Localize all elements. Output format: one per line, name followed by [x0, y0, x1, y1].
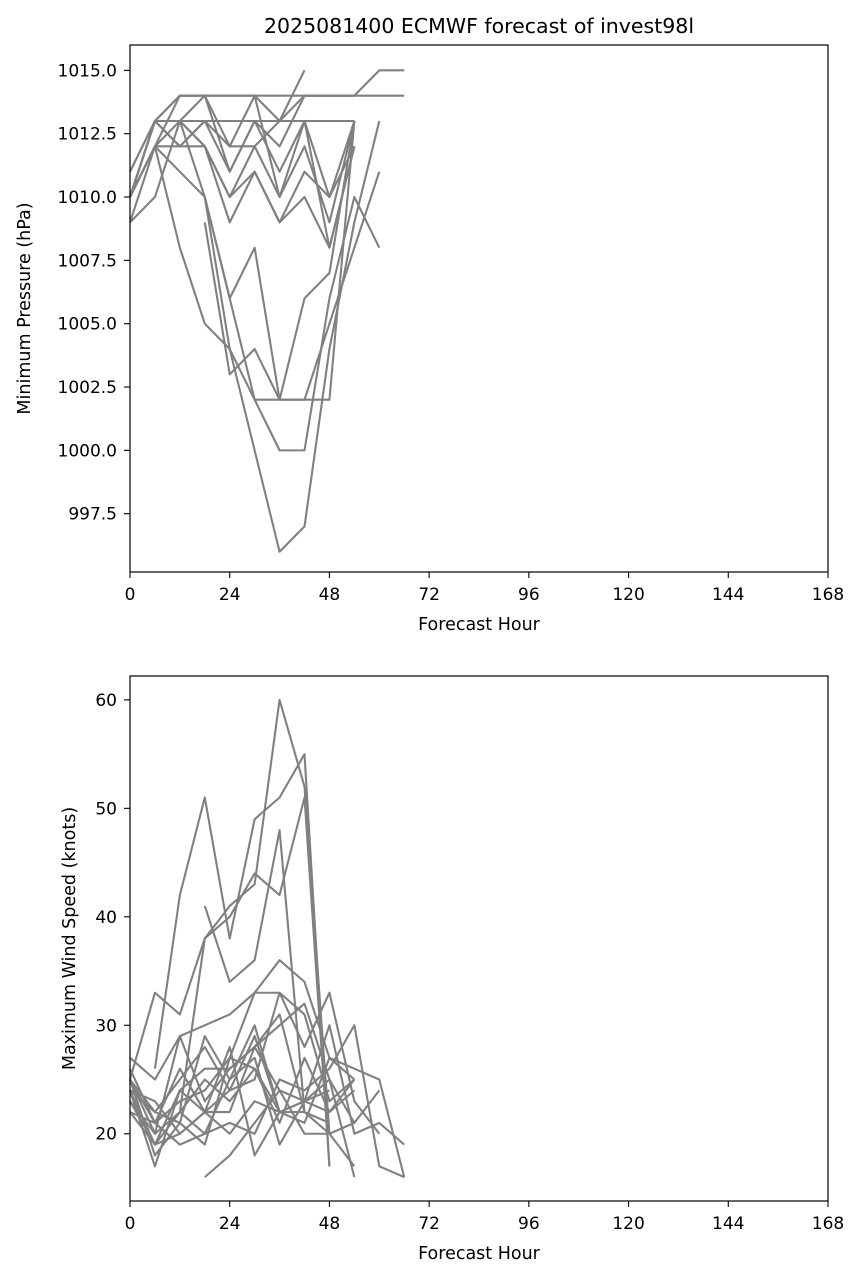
wind-series-line [153, 753, 331, 1167]
wind-series-line [129, 1067, 355, 1135]
y-axis-label: Minimum Pressure (hPa) [15, 202, 35, 414]
y-tick-label: 30 [95, 1016, 117, 1036]
wind-series-line [129, 1024, 405, 1146]
wind-series-line [129, 1045, 356, 1167]
wind-series-line [179, 1067, 330, 1114]
y-tick-label: 997.5 [68, 505, 117, 525]
y-tick-label: 1015.0 [58, 61, 117, 81]
y-tick-label: 50 [95, 799, 117, 819]
y-tick-label: 1002.5 [58, 378, 117, 398]
y-axis-label: Maximum Wind Speed (knots) [60, 807, 80, 1070]
y-tick-label: 1000.0 [58, 441, 117, 461]
x-tick-label: 24 [219, 585, 241, 605]
x-axis-label: Forecast Hour [418, 615, 541, 635]
x-tick-label: 24 [219, 1214, 241, 1234]
wind-series-line [129, 1056, 356, 1157]
pressure-panel: 2025081400 ECMWF forecast of invest98l 0… [15, 14, 844, 635]
y-tick-label: 20 [95, 1125, 117, 1145]
x-tick-label: 168 [812, 1214, 844, 1234]
wind-series-line [129, 1024, 356, 1135]
x-tick-label: 120 [612, 1214, 644, 1234]
x-tick-label: 120 [612, 585, 644, 605]
x-tick-label: 96 [518, 1214, 540, 1234]
wind-series-line [204, 1089, 356, 1178]
pressure-lines-layer [129, 69, 405, 553]
pressure-series-line [129, 119, 356, 249]
x-tick-label: 168 [812, 585, 844, 605]
y-tick-label: 1007.5 [58, 251, 117, 271]
x-tick-label: 0 [125, 585, 136, 605]
x-tick-label: 144 [712, 1214, 744, 1234]
x-tick-label: 48 [319, 1214, 341, 1234]
pressure-ticks-layer: 0 24 48 72 96 120 144 168 997.5 1000.0 1002.5 1005.… [58, 61, 845, 605]
x-axis-label: Forecast Hour [418, 1244, 541, 1264]
x-tick-label: 72 [418, 1214, 440, 1234]
pressure-series-line [203, 120, 356, 401]
y-tick-label: 40 [95, 908, 117, 928]
pressure-series-line [129, 69, 405, 198]
y-tick-label: 60 [95, 691, 117, 711]
wind-panel: 0 24 48 72 96 120 144 168 20 30 40 50 60 Forecast Ho… [60, 675, 844, 1264]
y-tick-label: 1010.0 [58, 188, 117, 208]
x-tick-label: 72 [418, 585, 440, 605]
wind-series-line [128, 796, 331, 1167]
x-tick-label: 0 [125, 1214, 136, 1234]
wind-plot-frame [129, 675, 829, 1202]
pressure-series-line [129, 94, 405, 198]
y-tick-label: 1012.5 [58, 125, 117, 145]
wind-ticks-layer: 0 24 48 72 96 120 144 168 20 30 40 50 60 [95, 691, 844, 1234]
y-tick-label: 1005.0 [58, 315, 117, 335]
wind-series-line [129, 698, 331, 1146]
x-tick-label: 144 [712, 585, 744, 605]
chart-title: 2025081400 ECMWF forecast of invest98l [264, 14, 694, 38]
x-tick-label: 48 [319, 585, 341, 605]
wind-lines-layer [128, 698, 406, 1179]
pressure-plot-frame [129, 44, 829, 573]
pressure-series-line [129, 69, 306, 173]
x-tick-label: 96 [518, 585, 540, 605]
